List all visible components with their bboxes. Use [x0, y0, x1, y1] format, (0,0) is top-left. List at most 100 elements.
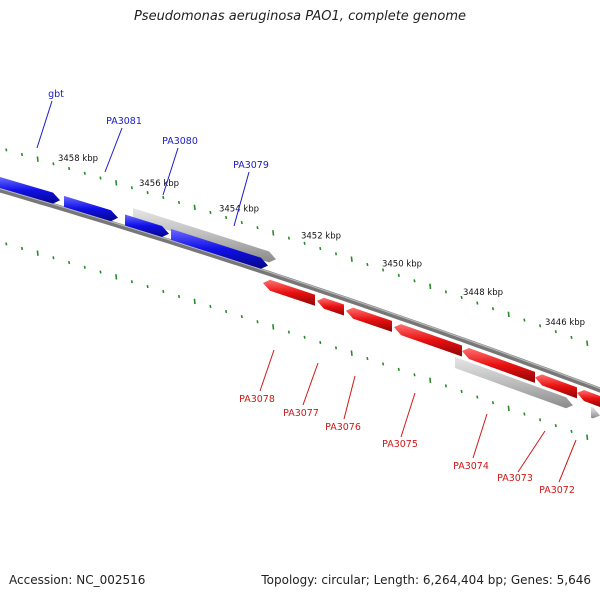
- ruler-tick: [430, 284, 431, 289]
- gene-leader-line: [260, 350, 274, 391]
- ruler-tick: [477, 396, 478, 399]
- ruler-tick: [69, 167, 70, 170]
- ruler-tick: [100, 177, 101, 180]
- reverse-gene-label: PA3075: [382, 439, 418, 450]
- ruler-tick: [194, 205, 195, 210]
- ruler-tick: [69, 261, 70, 264]
- ruler-tick: [477, 302, 478, 305]
- ruler-tick: [493, 401, 494, 404]
- ruler-tick: [367, 357, 368, 360]
- reverse-gene-label: PA3074: [453, 461, 489, 472]
- ruler-tick: [524, 413, 525, 416]
- ruler-tick: [289, 237, 290, 240]
- ruler-label: 3452 kbp: [301, 232, 341, 242]
- ruler-tick: [351, 351, 352, 356]
- ruler-tick: [430, 378, 431, 383]
- ruler-tick: [100, 271, 101, 274]
- gene-leader-line: [401, 393, 415, 437]
- reverse-gene-label: PA3076: [325, 422, 361, 433]
- gene-leader-line: [473, 414, 487, 458]
- ruler-tick: [336, 252, 337, 255]
- ruler-tick: [540, 324, 541, 327]
- ruler-tick: [556, 330, 557, 333]
- ruler-tick: [289, 331, 290, 334]
- ruler-tick: [147, 191, 148, 194]
- ruler-label: 3450 kbp: [382, 259, 422, 269]
- gene-leader-line: [303, 363, 318, 405]
- ruler-tick: [179, 201, 180, 204]
- gene-leader-line: [344, 376, 355, 419]
- other-feature-arrow: [591, 407, 600, 419]
- gene-leader-line: [37, 101, 52, 148]
- forward-gene-label: PA3081: [106, 116, 142, 127]
- ruler-label: 3458 kbp: [58, 154, 98, 164]
- ruler-tick: [540, 418, 541, 421]
- ruler-tick: [6, 149, 7, 152]
- ruler-tick: [132, 186, 133, 189]
- ruler-label: 3446 kbp: [545, 318, 585, 328]
- ruler-tick: [524, 319, 525, 322]
- ruler-tick: [147, 285, 148, 288]
- ruler-tick: [85, 172, 86, 175]
- ruler-tick: [37, 250, 38, 255]
- forward-gene-label: PA3080: [162, 136, 198, 147]
- ruler-tick: [257, 320, 258, 323]
- ruler-tick: [383, 363, 384, 366]
- reverse-gene-arrow: [317, 298, 344, 316]
- ruler-tick: [257, 226, 258, 229]
- ruler-tick: [414, 279, 415, 282]
- ruler-tick: [320, 341, 321, 344]
- ruler-tick: [132, 280, 133, 283]
- ruler-tick: [414, 373, 415, 376]
- ruler-tick: [194, 299, 195, 304]
- ruler-tick: [273, 324, 274, 329]
- ruler-tick: [571, 336, 572, 339]
- ruler-tick: [493, 307, 494, 310]
- accession-label: Accession: NC_002516: [9, 573, 145, 587]
- ruler-tick: [210, 305, 211, 308]
- ruler-tick: [179, 295, 180, 298]
- gene-leader-line: [518, 431, 545, 472]
- genome-stats-label: Topology: circular; Length: 6,264,404 bp…: [261, 573, 591, 587]
- ruler-tick: [226, 216, 227, 219]
- ruler-tick: [53, 256, 54, 259]
- ruler-tick: [399, 368, 400, 371]
- ruler-tick: [461, 390, 462, 393]
- ruler-tick: [304, 242, 305, 245]
- ruler-tick: [226, 310, 227, 313]
- gene-leader-line: [559, 440, 576, 482]
- ruler-tick: [587, 341, 588, 346]
- ruler-tick: [242, 315, 243, 318]
- ruler-tick: [571, 430, 572, 433]
- ruler-tick: [85, 266, 86, 269]
- ruler-tick: [163, 290, 164, 293]
- gene-leader-line: [105, 128, 122, 172]
- ruler-tick: [116, 274, 117, 279]
- ruler-tick: [320, 247, 321, 250]
- ruler-tick: [210, 211, 211, 214]
- ruler-tick: [446, 384, 447, 387]
- ruler-tick: [22, 247, 23, 250]
- reverse-gene-label: PA3072: [539, 485, 575, 496]
- ruler-tick: [163, 196, 164, 199]
- ruler-tick: [556, 424, 557, 427]
- ruler-tick: [53, 162, 54, 165]
- ruler-label: 3456 kbp: [139, 179, 179, 189]
- ruler-tick: [461, 296, 462, 299]
- forward-gene-label: PA3079: [233, 160, 269, 171]
- gene-leader-line: [234, 172, 249, 226]
- genome-map: 3458 kbp3456 kbp3454 kbp3452 kbp3450 kbp…: [0, 0, 600, 600]
- ruler-tick: [351, 257, 352, 262]
- reverse-gene-label: PA3073: [497, 473, 533, 484]
- ruler-tick: [116, 180, 117, 185]
- ruler-tick: [304, 336, 305, 339]
- ruler-tick: [242, 221, 243, 224]
- ruler-tick: [37, 156, 38, 161]
- ruler-tick: [508, 406, 509, 411]
- ruler-tick: [399, 274, 400, 277]
- ruler-label: 3448 kbp: [463, 288, 503, 298]
- forward-gene-label: gbt: [48, 89, 64, 100]
- ruler-tick: [6, 243, 7, 246]
- reverse-gene-arrow: [577, 390, 600, 407]
- ruler-tick: [336, 346, 337, 349]
